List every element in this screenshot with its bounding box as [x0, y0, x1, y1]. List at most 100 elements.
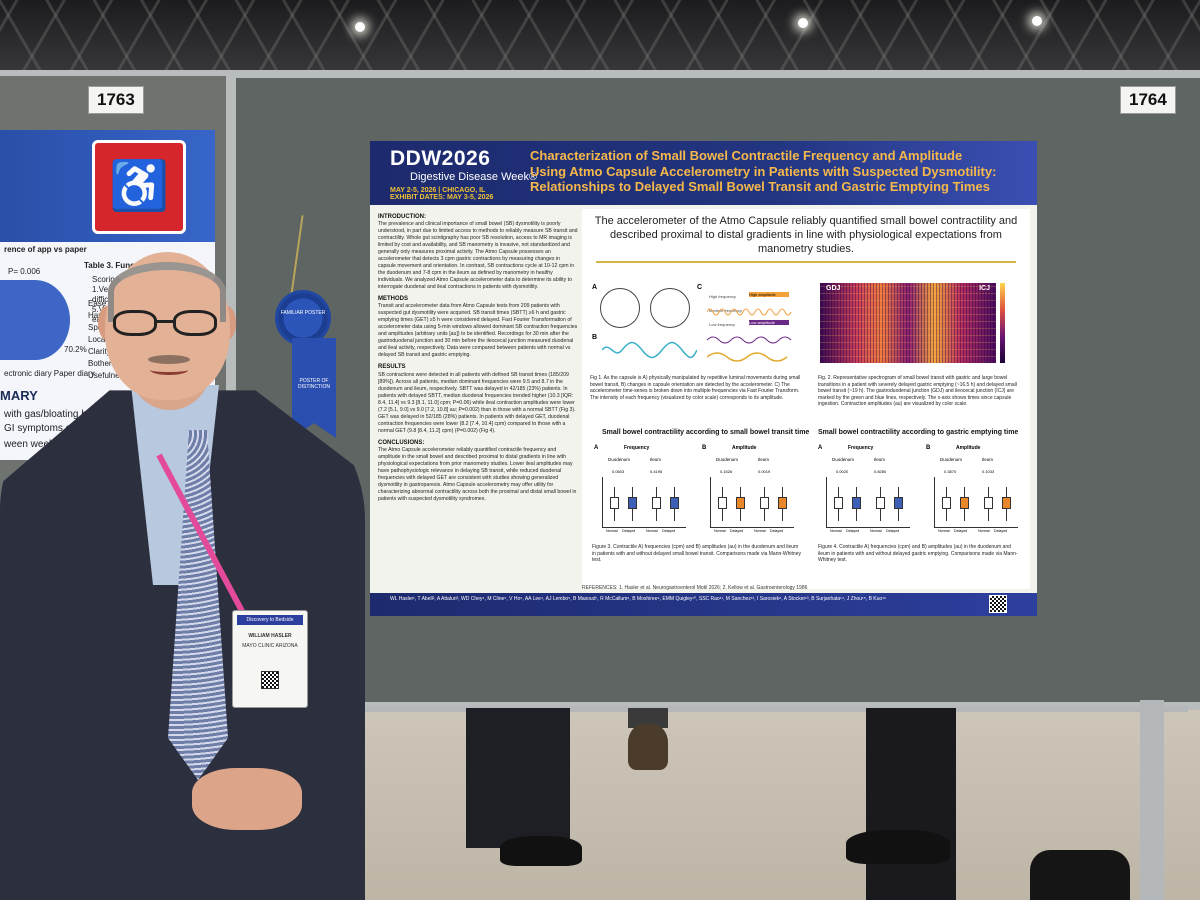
- background-person-legs: [466, 708, 570, 848]
- fft-low-frequency: Low frequency: [709, 322, 736, 327]
- left-poster-heading: rence of app vs paper: [4, 245, 87, 254]
- fft-waves: [707, 308, 792, 362]
- presenter-hair: [108, 262, 226, 322]
- fft-legend: High frequency Medium frequency Low freq…: [709, 290, 742, 332]
- boxplot-box: [778, 497, 787, 509]
- x-label-normal: Normal: [938, 529, 950, 533]
- background-shoe: [500, 836, 582, 866]
- ddw-logo-subtitle: Digestive Disease Week®: [410, 171, 538, 183]
- axis-x: [710, 527, 794, 528]
- x-label-delayed: Delayed: [994, 529, 1008, 533]
- p-value: 0.0020: [836, 469, 849, 474]
- background-person-legs: [628, 708, 668, 728]
- ceiling-light: [1032, 16, 1042, 26]
- poster-lead-statement: The accelerometer of the Atmo Capsule re…: [594, 215, 1018, 255]
- x-label-delayed: Delayed: [662, 529, 676, 533]
- x-label-normal: Normal: [754, 529, 766, 533]
- capsule-ball-icon: [600, 288, 640, 328]
- boxplot-box: [960, 497, 969, 509]
- p-value: 0.4195: [650, 469, 663, 474]
- panel-title: Amplitude: [732, 445, 757, 451]
- left-poster-line1: with gas/bloating had s: [4, 409, 106, 420]
- boxplot-box: [1002, 497, 1011, 509]
- capsule-ball-icon: [650, 288, 690, 328]
- panel-ileum: Ileum: [758, 457, 770, 462]
- panel-letter: A: [594, 445, 599, 451]
- boxplot-box: [942, 497, 951, 509]
- axis-x: [602, 527, 686, 528]
- results-text: SB contractions were detected in all pat…: [378, 371, 576, 434]
- figure-3-caption: Figure 3. Contractile A) frequencies (cp…: [592, 544, 801, 563]
- p-value: 0.8280: [874, 469, 887, 474]
- axis-y: [602, 477, 603, 527]
- glasses-icon: [113, 310, 157, 336]
- fig-label-c: C: [697, 284, 703, 291]
- figure-2-caption: Fig. 2. Representative spectrogram of sm…: [818, 375, 1017, 407]
- board-bottom-rail: [328, 706, 1188, 712]
- x-label-delayed: Delayed: [622, 529, 636, 533]
- fft-low-amplitude: Low amplitude: [749, 320, 789, 325]
- p-value: 0.0019: [758, 469, 771, 474]
- ddw-exhibit-dates: EXHIBIT DATES: MAY 3-5, 2026: [390, 194, 494, 201]
- panel-title: Frequency: [624, 445, 650, 451]
- icj-label: ICJ: [979, 285, 990, 292]
- x-label-delayed: Delayed: [846, 529, 860, 533]
- x-label-delayed: Delayed: [730, 529, 744, 533]
- table-row: Location: [88, 335, 119, 344]
- table-row: Bothersome: [88, 359, 132, 368]
- table-row: Usefulness: [88, 371, 128, 380]
- axis-y: [826, 477, 827, 527]
- panel-ileum: Ileum: [982, 457, 994, 462]
- panel-duodenum: Duodenum: [832, 457, 855, 462]
- gold-divider: [596, 261, 1016, 264]
- x-label-delayed: Delayed: [886, 529, 900, 533]
- presenter-hands: [192, 768, 302, 830]
- fig-label-b: B: [592, 334, 598, 341]
- p-value: 0.0603: [612, 469, 625, 474]
- figure-1-caption: Fig 1. As the capsule is A) physically m…: [590, 375, 801, 401]
- axis-y: [934, 477, 935, 527]
- ceiling-truss: [0, 0, 1200, 80]
- bloating-person-icon: ♿: [92, 140, 186, 234]
- panel-duodenum: Duodenum: [716, 457, 739, 462]
- panel-letter: B: [926, 445, 931, 451]
- x-label-normal: Normal: [978, 529, 990, 533]
- x-label-normal: Normal: [714, 529, 726, 533]
- panel-duodenum: Duodenum: [940, 457, 963, 462]
- figure-4-title: Small bowel contractility according to g…: [818, 429, 1019, 436]
- boxplot-box: [652, 497, 661, 509]
- boxplot-box: [718, 497, 727, 509]
- x-label-normal: Normal: [830, 529, 842, 533]
- axis-x: [934, 527, 1018, 528]
- poster-authors: WL Hasler¹, T Abell², A Attaluri³, WD Ch…: [390, 596, 886, 602]
- axis-y: [710, 477, 711, 527]
- badge-name: WILLIAM HASLER: [248, 633, 292, 639]
- left-poster-legend: ectronic diary Paper diary: [4, 369, 95, 378]
- boxplot-box: [834, 497, 843, 509]
- panel-letter: B: [702, 445, 707, 451]
- panel-duodenum: Duodenum: [608, 457, 631, 462]
- ceiling-light: [355, 22, 365, 32]
- presenter-moustache: [148, 355, 190, 364]
- accelerometer-wave-icon: [602, 341, 697, 359]
- gdj-label: GDJ: [826, 285, 841, 292]
- badge-org: MAYO CLINIC ARIZONA: [242, 643, 298, 649]
- x-label-normal: Normal: [606, 529, 618, 533]
- qr-code-icon: [989, 595, 1007, 613]
- figure-1-capsule: A B: [592, 284, 697, 364]
- intro-text: The prevalence and clinical importance o…: [378, 221, 578, 291]
- boxplot-box: [876, 497, 885, 509]
- fft-high-frequency: High frequency: [709, 294, 736, 299]
- name-badge: Discovery to Bedside WILLIAM HASLER MAYO…: [232, 610, 308, 708]
- badge-qr-icon: [261, 671, 279, 689]
- left-poster-pvalue: P= 0.006: [8, 267, 41, 276]
- ddw-dates: MAY 2-5, 2026 | CHICAGO, IL EXHIBIT DATES…: [390, 187, 493, 201]
- panel-title: Frequency: [848, 445, 874, 451]
- boxplot-box: [736, 497, 745, 509]
- presenter-smile: [150, 365, 188, 375]
- poster-title: Characterization of Small Bowel Contract…: [530, 148, 997, 195]
- ddw-dates-main: MAY 2-5, 2026 | CHICAGO, IL: [390, 187, 486, 194]
- p-value: 0.1526: [720, 469, 733, 474]
- methods-text: Transit and accelerometer data from Atmo…: [378, 303, 578, 359]
- figure-4-caption: Figure 4. Contractile A) frequencies (cp…: [818, 544, 1018, 563]
